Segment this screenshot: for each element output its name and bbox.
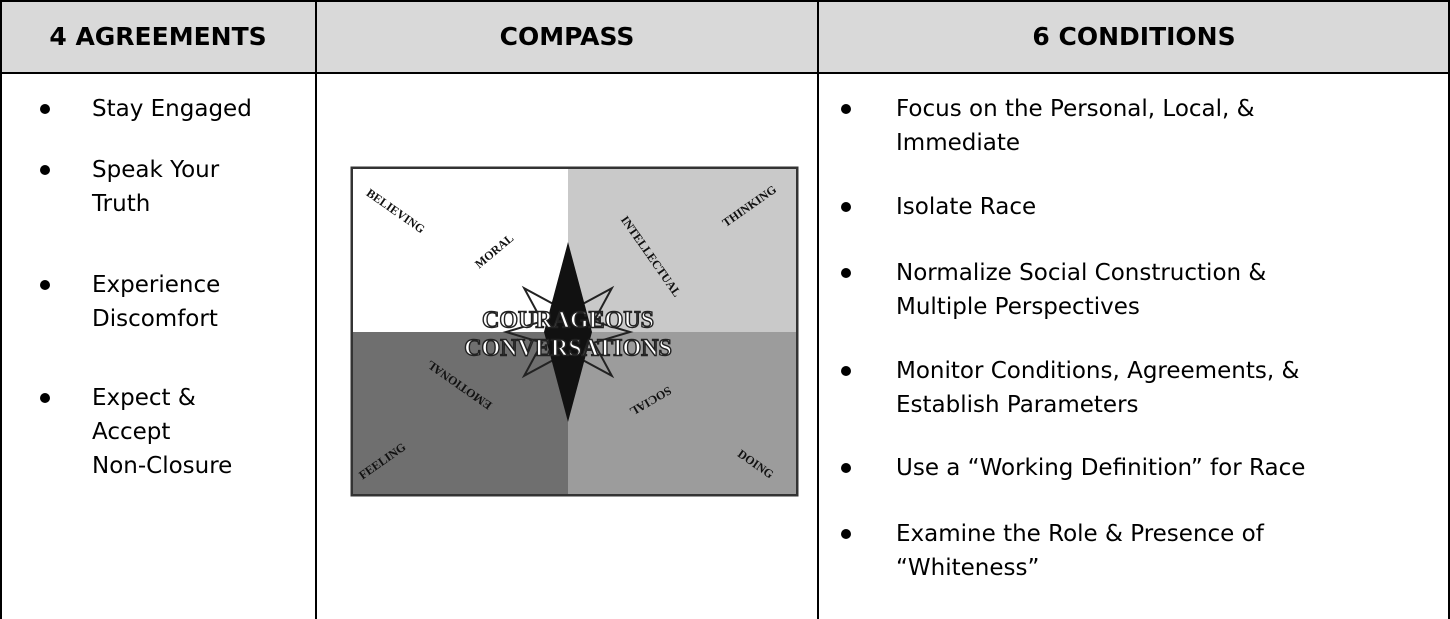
border: [0, 0, 2, 619]
quadrant: [568, 332, 796, 494]
item-text: Establish Parameters: [896, 392, 1139, 418]
bullet: [841, 202, 851, 212]
item-text: Truth: [92, 191, 151, 217]
list-item: Experience Discomfort: [92, 268, 312, 336]
item-text: Expect &: [92, 385, 196, 411]
header-cell: 6 CONDITIONS: [818, 0, 1450, 73]
item-text: Speak Your: [92, 157, 220, 183]
bullet: [40, 165, 50, 175]
border: [0, 72, 1450, 74]
bullet: [40, 393, 50, 403]
item-text: Discomfort: [92, 306, 218, 332]
item-text: Isolate Race: [896, 194, 1037, 220]
item-text: Multiple Perspectives: [896, 294, 1140, 320]
header-text: 4 AGREEMENTS: [49, 22, 267, 51]
center-title: CONVERSATIONS: [464, 336, 672, 362]
bullet: [841, 529, 851, 539]
center-title: COURAGEOUS: [482, 308, 654, 334]
list-item: Use a “Working Definition” for Race: [896, 451, 1446, 485]
border: [0, 0, 1450, 2]
item-text: Stay Engaged: [92, 96, 252, 122]
item-text: Examine the Role & Presence of: [896, 521, 1264, 547]
item-text: “Whiteness”: [896, 555, 1040, 581]
list-item: Speak Your Truth: [92, 153, 312, 221]
item-text: Non-Closure: [92, 453, 233, 479]
item-text: Monitor Conditions, Agreements, &: [896, 358, 1300, 384]
item-text: Immediate: [896, 130, 1020, 156]
bullet: [40, 104, 50, 114]
bullet: [40, 280, 50, 290]
list-item: Monitor Conditions, Agreements, & Establi…: [896, 354, 1446, 422]
border: [817, 0, 819, 619]
border: [1448, 0, 1450, 619]
bullet: [841, 104, 851, 114]
item-text: Experience: [92, 272, 221, 298]
list-item: Isolate Race: [896, 190, 1446, 224]
list-item: Normalize Social Construction & Multiple …: [896, 256, 1446, 324]
border: [315, 0, 317, 619]
item-text: Accept: [92, 419, 171, 445]
list-item: Stay Engaged: [92, 92, 312, 126]
item-text: Focus on the Personal, Local, &: [896, 96, 1255, 122]
bullet: [841, 268, 851, 278]
header-cell: 4 AGREEMENTS: [0, 0, 316, 73]
diamond: [544, 242, 592, 422]
list-item: Expect & Accept Non-Closure: [92, 381, 312, 483]
item-text: Normalize Social Construction &: [896, 260, 1267, 286]
list-item: Focus on the Personal, Local, & Immediate: [896, 92, 1446, 160]
header-text: 6 CONDITIONS: [1032, 22, 1236, 51]
header-text: COMPASS: [499, 22, 635, 51]
bullet: [841, 366, 851, 376]
quadrant: [568, 169, 796, 332]
header-cell: COMPASS: [316, 0, 818, 73]
bullet: [841, 463, 851, 473]
list-item: Examine the Role & Presence of “Whiteness…: [896, 517, 1446, 585]
item-text: Use a “Working Definition” for Race: [896, 455, 1306, 481]
